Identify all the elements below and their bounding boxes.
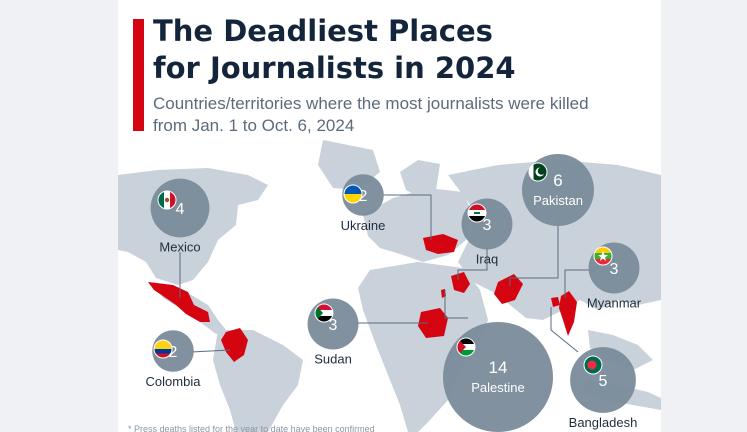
japan-landmass xyxy=(640,232,654,262)
palestine-flag-icon xyxy=(457,338,475,356)
pakistan-shape xyxy=(494,274,523,304)
world-map: 4 Mexico 2 Colombia 2 Ukraine 3 Iraq 6 Pakistan 3 M… xyxy=(118,140,661,432)
bangladesh-leader-line xyxy=(550,307,579,353)
iraq-bubble-group: 3 Iraq xyxy=(461,198,513,266)
iraq-flag-icon xyxy=(468,204,486,222)
myanmar-value-label: 3 xyxy=(610,261,619,278)
sudan-bubble-group: 3 Sudan xyxy=(307,298,359,366)
ukraine-value-label: 2 xyxy=(359,188,368,205)
bangladesh-value-label: 5 xyxy=(599,373,608,390)
iraq-value-label: 3 xyxy=(483,217,492,234)
bangladesh-bubble-group: 5 Bangladesh xyxy=(569,347,638,430)
page-margin-right xyxy=(661,0,747,432)
title-line-1: The Deadliest Places xyxy=(153,14,493,48)
palestine-country-label: Palestine xyxy=(471,380,524,395)
footnote: * Press deaths listed for the year to da… xyxy=(128,424,375,432)
mexico-shape xyxy=(148,282,210,322)
ukraine-flag-icon xyxy=(344,185,362,203)
chart-subtitle: Countries/territories where the most jou… xyxy=(153,93,653,137)
iraq-leader-line xyxy=(457,247,488,280)
bangladesh-shape xyxy=(551,297,560,307)
palestine-leader-line xyxy=(444,290,468,319)
ukraine-country-label: Ukraine xyxy=(341,218,386,233)
scandinavia-landmass xyxy=(400,160,440,196)
palestine-bubble xyxy=(443,322,553,432)
colombia-bubble-group: 2 Colombia xyxy=(146,330,202,389)
leader-lines xyxy=(179,194,595,353)
chart-title: The Deadliest Places for Journalists in 2… xyxy=(153,13,653,87)
mexico-country-label: Mexico xyxy=(159,239,200,254)
iraq-country-label: Iraq xyxy=(476,251,498,266)
ukraine-bubble-group: 2 Ukraine xyxy=(341,174,386,233)
page-margin-left xyxy=(0,0,118,432)
southeast-asia-landmass xyxy=(588,330,653,370)
subtitle-line-1: Countries/territories where the most jou… xyxy=(153,94,589,113)
colombia-flag-icon xyxy=(154,340,172,358)
subtitle-line-2: from Jan. 1 to Oct. 6, 2024 xyxy=(153,116,355,135)
colombia-value-label: 2 xyxy=(169,344,178,361)
myanmar-shape xyxy=(559,291,577,336)
mexico-bubble-group: 4 Mexico xyxy=(150,178,210,254)
infographic-card: 4 Mexico 2 Colombia 2 Ukraine 3 Iraq 6 Pakistan 3 M… xyxy=(118,0,661,432)
data-bubbles: 4 Mexico 2 Colombia 2 Ukraine 3 Iraq 6 Pakistan 3 M… xyxy=(146,153,642,432)
sudan-country-label: Sudan xyxy=(314,351,352,366)
title-accent-bar xyxy=(133,19,144,131)
title-line-2: for Journalists in 2024 xyxy=(153,51,516,85)
pakistan-flag-icon xyxy=(529,163,547,181)
myanmar-flag-icon xyxy=(594,247,612,265)
pakistan-bubble-group: 6 Pakistan xyxy=(521,153,595,227)
mexico-value-label: 4 xyxy=(176,201,185,218)
bangladesh-country-label: Bangladesh xyxy=(569,415,638,430)
highlighted-countries xyxy=(148,234,577,362)
sudan-shape xyxy=(418,308,448,338)
sudan-flag-icon xyxy=(315,304,333,322)
colombia-leader-line xyxy=(190,349,231,353)
pakistan-value-label: 6 xyxy=(553,171,562,190)
palestine-bubble-group: 14 Palestine xyxy=(443,322,553,432)
ukraine-leader-line xyxy=(383,194,432,240)
colombia-country-label: Colombia xyxy=(146,374,202,389)
palestine-value-label: 14 xyxy=(489,358,508,377)
myanmar-bubble-group: 3 Myanmar xyxy=(587,242,642,310)
pakistan-leader-line xyxy=(509,220,559,286)
mexico-flag-icon xyxy=(158,191,176,209)
colombia-shape xyxy=(221,328,248,362)
sudan-value-label: 3 xyxy=(329,317,338,334)
myanmar-leader-line xyxy=(564,269,595,298)
africa-landmass xyxy=(358,262,488,432)
bangladesh-flag-icon xyxy=(584,356,602,374)
myanmar-country-label: Myanmar xyxy=(587,295,642,310)
ukraine-shape xyxy=(423,234,458,254)
pakistan-country-label: Pakistan xyxy=(533,193,583,208)
iraq-shape xyxy=(451,272,470,293)
